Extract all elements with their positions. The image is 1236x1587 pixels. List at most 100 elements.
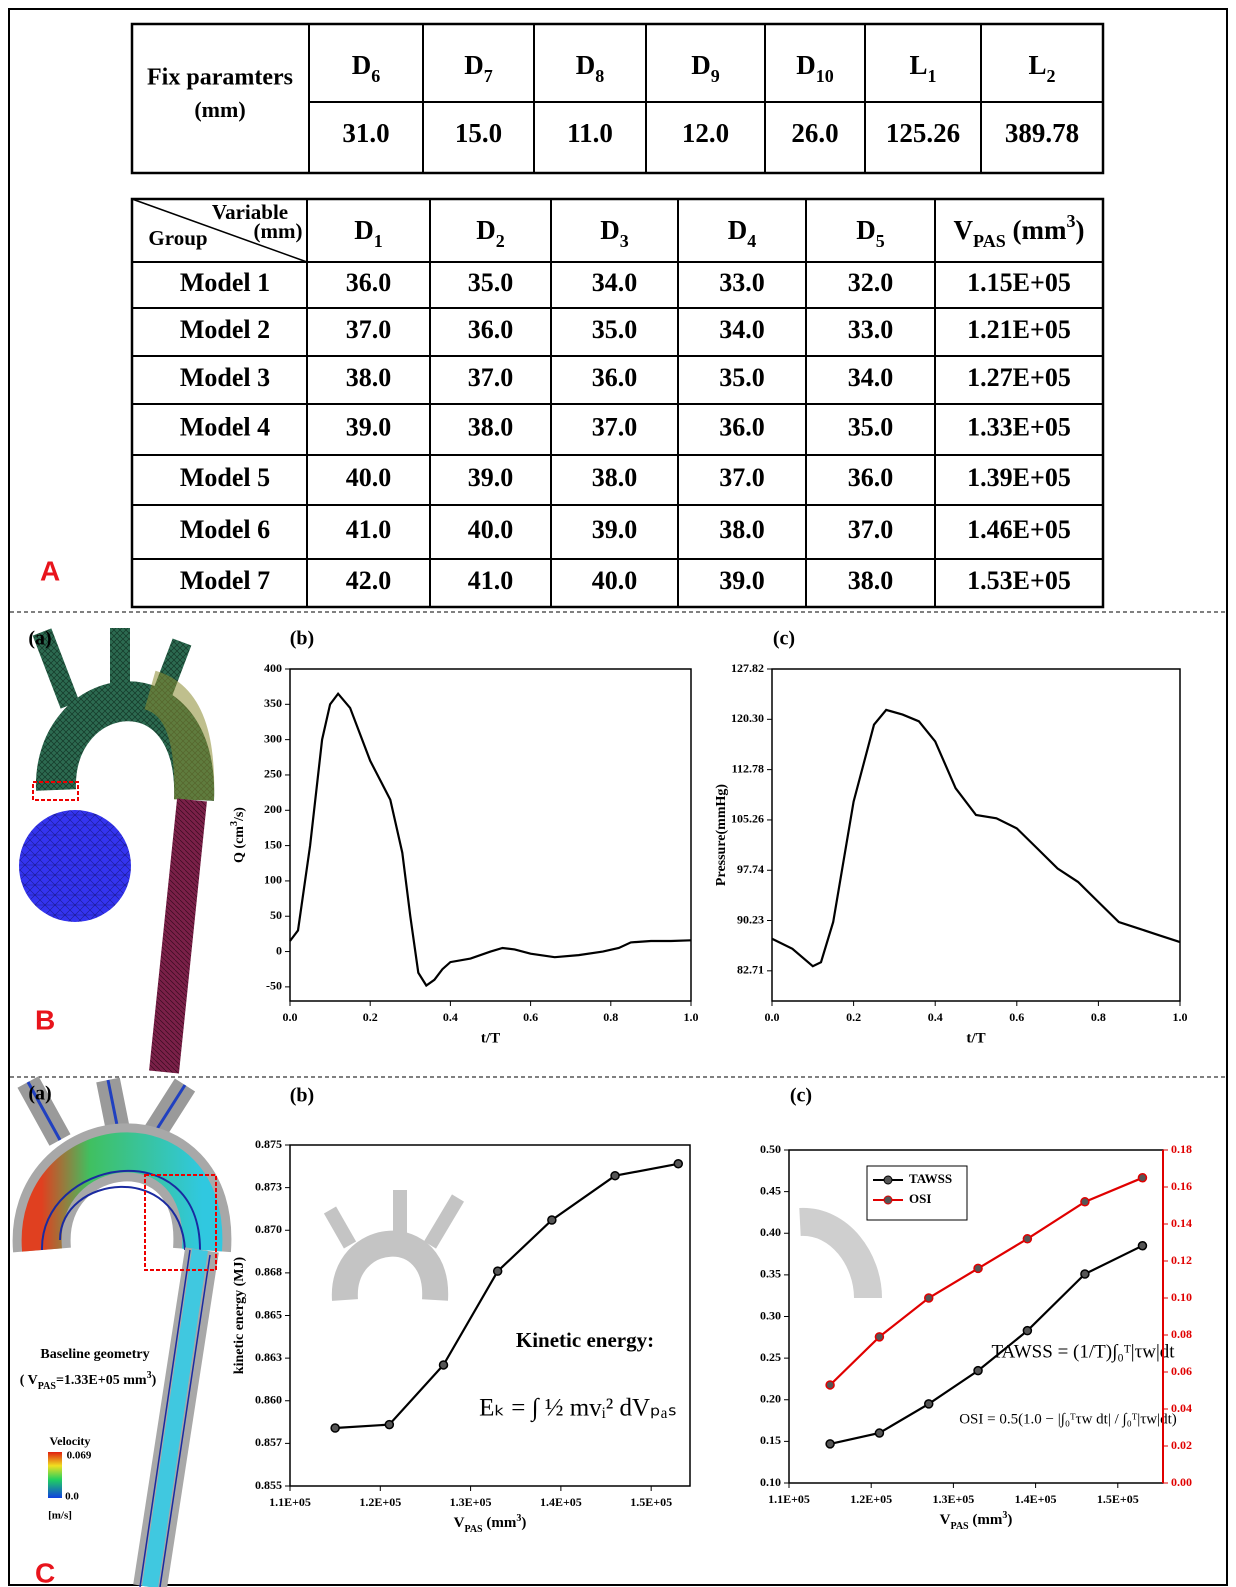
panel-letter: C	[35, 1557, 55, 1587]
text-part: 3	[229, 821, 240, 826]
y-tick-label: 0.15	[760, 1433, 781, 1447]
data-point	[1080, 1197, 1090, 1207]
x-tick-label: 0.0	[765, 1010, 780, 1024]
text-part: 3	[1002, 1510, 1007, 1521]
y-tick-label: 400	[264, 661, 282, 675]
y2-tick-label: 0.12	[1171, 1253, 1192, 1267]
y2-tick-label: 0.14	[1171, 1216, 1192, 1230]
text-part: 3	[147, 1370, 152, 1381]
legend-label: OSI	[909, 1191, 931, 1206]
text-part: D	[464, 50, 484, 80]
column-header: D4	[728, 215, 757, 251]
cell: 38.0	[592, 463, 638, 492]
text-part: )	[1007, 1512, 1012, 1528]
text-part: D	[796, 50, 816, 80]
y-tick-label: 0.40	[760, 1225, 781, 1239]
annotation: Kinetic energy:	[516, 1328, 654, 1352]
y2-tick-label: 0.10	[1171, 1290, 1192, 1304]
x-tick-label: 0.6	[523, 1010, 538, 1024]
y-tick-label: 0.868	[255, 1265, 282, 1279]
cell: 39.0	[719, 566, 765, 595]
text-part: 3	[620, 231, 629, 251]
text-part: )	[152, 1373, 157, 1388]
cell: 42.0	[346, 566, 392, 595]
y2-tick-label: 0.18	[1171, 1142, 1192, 1156]
text-part: 3	[1066, 211, 1075, 231]
x-tick-label: 0.4	[928, 1010, 943, 1024]
cell: 1.46E+05	[967, 515, 1071, 544]
x-tick-label: 0.2	[363, 1010, 378, 1024]
sub-label: (a)	[28, 1083, 51, 1105]
column-header: D3	[600, 215, 629, 251]
text-part: D	[476, 215, 496, 245]
cell: 40.0	[592, 566, 638, 595]
mesh-geometry	[19, 628, 215, 1074]
series-line	[771, 708, 1181, 968]
column-header: L2	[1028, 50, 1055, 86]
cell: 38.0	[848, 566, 894, 595]
text-part: D	[352, 50, 372, 80]
text-part: 5	[876, 231, 885, 251]
x-tick-label: 1.4E+05	[540, 1495, 582, 1509]
legend-label: TAWSS	[909, 1171, 952, 1186]
y-tick-label: 120.30	[731, 711, 764, 725]
x-axis-label: t/T	[481, 1030, 500, 1046]
text-part: 7	[484, 66, 493, 86]
cell: 34.0	[719, 315, 765, 344]
series-line	[289, 691, 692, 988]
text-part: V	[954, 215, 974, 245]
data-point	[825, 1439, 835, 1449]
row-header: Fix paramters	[147, 65, 293, 91]
cell: 38.0	[468, 412, 514, 441]
x-tick-label: 1.2E+05	[359, 1495, 401, 1509]
cell: 36.0	[346, 268, 392, 297]
cell: 1.53E+05	[967, 566, 1071, 595]
x-tick-label: 0.2	[846, 1010, 861, 1024]
data-point	[1137, 1240, 1148, 1251]
data-point	[673, 1159, 684, 1169]
text-part: 6	[371, 66, 380, 86]
cell: 37.0	[468, 363, 514, 392]
cell: 36.0	[719, 412, 765, 441]
column-header: D9	[691, 50, 720, 86]
sub-label: (b)	[290, 1085, 314, 1107]
corner-label: Group	[148, 226, 207, 250]
column-header: D5	[856, 215, 885, 251]
cell: 12.0	[682, 118, 729, 148]
cell: 34.0	[592, 268, 638, 297]
x-axis-label: t/T	[966, 1030, 985, 1046]
text-part: D	[600, 215, 620, 245]
cell: 36.0	[468, 315, 514, 344]
cell: 11.0	[567, 118, 613, 148]
x-tick-label: 0.4	[443, 1010, 458, 1024]
plot-frame	[289, 668, 692, 1002]
y-tick-label: 0.35	[760, 1267, 781, 1281]
data-point	[438, 1360, 449, 1370]
text-part: L	[1028, 50, 1046, 80]
y-tick-label: 0.45	[760, 1183, 781, 1197]
colorbar-label: [m/s]	[48, 1510, 72, 1522]
sub-label: (a)	[28, 628, 51, 650]
y-tick-label: 127.82	[731, 661, 764, 675]
cell: 39.0	[468, 463, 514, 492]
text-part: 4	[747, 231, 756, 251]
y-tick-label: 0.865	[255, 1307, 282, 1321]
sub-label: (c)	[790, 1085, 812, 1107]
column-header: L1	[909, 50, 936, 86]
cell: 35.0	[848, 412, 894, 441]
sub-label: (c)	[773, 628, 795, 650]
text-part: 8	[595, 66, 604, 86]
colorbar-label: 0.069	[67, 1450, 92, 1462]
cell: 36.0	[592, 363, 638, 392]
text-part: 1	[374, 231, 383, 251]
y-tick-label: 300	[264, 731, 282, 745]
data-point	[923, 1399, 934, 1409]
text-part: PAS	[973, 231, 1006, 251]
cell: 26.0	[791, 118, 838, 148]
data-point	[1022, 1234, 1033, 1244]
text-part: 2	[1047, 66, 1056, 86]
text-part: 10	[816, 66, 834, 86]
cell: 37.0	[848, 515, 894, 544]
colorbar-label: 0.0	[65, 1491, 79, 1503]
column-header: D1	[354, 215, 383, 251]
